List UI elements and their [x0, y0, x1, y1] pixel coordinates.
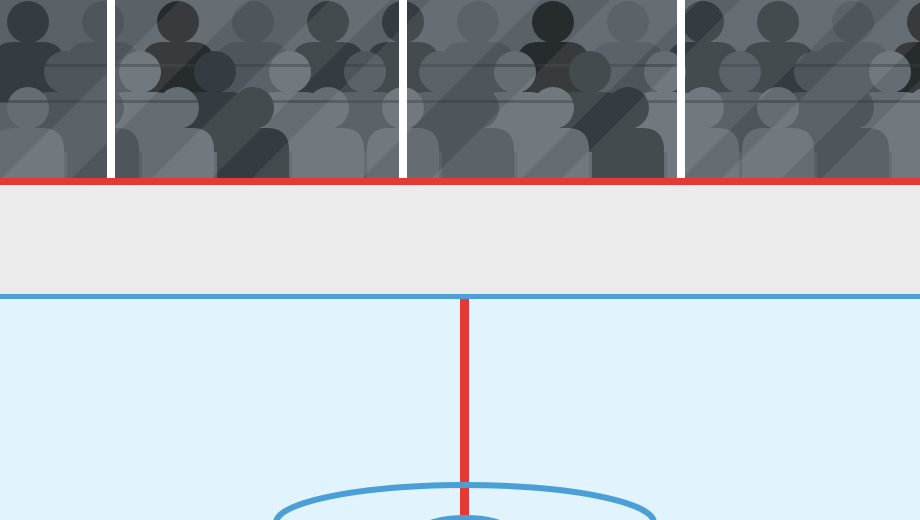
- boards-bottom-blue-stripe: [0, 294, 920, 299]
- glass-divider: [677, 0, 685, 180]
- glass-divider: [399, 0, 407, 180]
- dasher-boards: [0, 185, 920, 294]
- boards-top-red-stripe: [0, 178, 920, 185]
- stands: [0, 0, 920, 188]
- glass-divider: [107, 0, 115, 180]
